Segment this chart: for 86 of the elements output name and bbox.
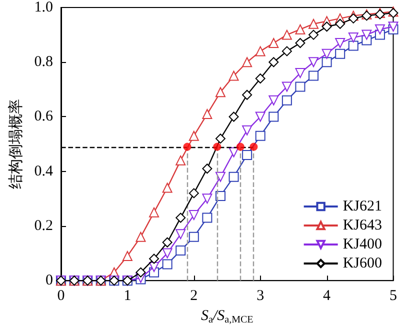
point (242, 57, 252, 68)
point (322, 57, 332, 68)
point (282, 46, 292, 56)
x-tick-label: 3 (256, 288, 264, 304)
point (268, 95, 279, 106)
point (322, 48, 332, 59)
point (136, 267, 146, 278)
point (348, 32, 358, 43)
x-tick-label: 4 (323, 288, 332, 304)
x-tick-label: 1 (124, 288, 132, 304)
point (308, 57, 319, 68)
point (308, 30, 319, 40)
point (242, 90, 252, 100)
point (215, 134, 226, 144)
y-tick-label: 0.2 (34, 218, 53, 234)
point (149, 262, 160, 272)
point (308, 18, 319, 29)
point (202, 109, 212, 120)
legend-label: KJ621 (342, 198, 382, 214)
point (202, 212, 212, 223)
point (162, 182, 172, 193)
point (242, 125, 252, 136)
point (176, 246, 186, 256)
point (255, 130, 266, 141)
point (183, 142, 192, 151)
point (335, 48, 346, 59)
point (322, 22, 332, 32)
point (250, 142, 258, 151)
point (188, 210, 199, 220)
y-tick-label: 0.4 (34, 163, 54, 180)
point (348, 13, 358, 24)
point (215, 87, 226, 98)
point (215, 190, 226, 201)
point (335, 18, 346, 29)
point (136, 232, 146, 242)
point (335, 38, 346, 48)
point (268, 112, 279, 122)
x-tick-label: 5 (390, 288, 397, 304)
point (282, 30, 292, 40)
point (236, 142, 244, 151)
point (228, 70, 239, 81)
point (228, 112, 239, 122)
point (282, 82, 292, 92)
legend-label: KJ643 (342, 218, 382, 234)
x-tick-label: 0 (57, 288, 65, 304)
point (295, 38, 306, 48)
point (176, 155, 186, 166)
point (388, 22, 398, 32)
point (255, 112, 266, 122)
x-tick-label: 2 (190, 288, 198, 304)
y-axis-title: 结构倒塌概率 (6, 99, 24, 190)
point (295, 68, 306, 78)
point (228, 172, 239, 182)
point (213, 142, 222, 151)
y-tick-label: 0.8 (34, 54, 53, 70)
point (162, 259, 172, 270)
point (282, 95, 292, 106)
point (176, 229, 186, 240)
y-tick-label: 1.0 (34, 0, 53, 16)
y-tick-label: 0 (46, 272, 53, 289)
point (162, 248, 172, 258)
point (348, 40, 358, 51)
point (202, 194, 212, 204)
point (149, 254, 160, 264)
point (215, 172, 226, 182)
point (188, 130, 199, 141)
point (374, 24, 385, 34)
legend-label: KJ400 (342, 236, 382, 252)
point (188, 232, 199, 242)
point (362, 30, 372, 40)
point (176, 212, 186, 223)
point (255, 46, 266, 56)
point (202, 164, 212, 174)
legend-label: KJ600 (342, 256, 382, 272)
point (149, 207, 160, 218)
point (255, 74, 266, 84)
point (162, 237, 172, 248)
point (242, 150, 252, 160)
point (295, 82, 306, 92)
y-tick-label: 0.6 (34, 108, 54, 125)
point (268, 38, 279, 48)
point (188, 188, 199, 198)
point (295, 24, 306, 34)
point (268, 57, 279, 68)
point (122, 251, 132, 262)
point (308, 70, 319, 81)
